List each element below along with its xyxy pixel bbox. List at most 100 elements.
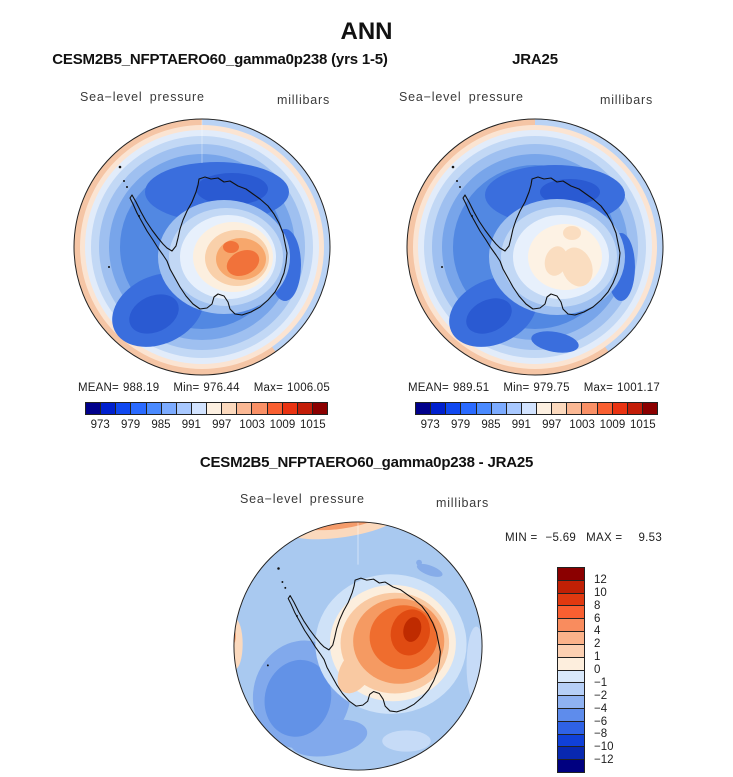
colorbar-segment — [566, 403, 582, 414]
colorbar-segment — [558, 656, 584, 670]
colorbar-tick-label: 979 — [120, 419, 141, 431]
colorbar-segment — [115, 403, 131, 414]
colorbar-segment — [641, 403, 657, 414]
stats-model: MEAN= 988.19 Min= 976.44 Max= 1006.05 — [78, 382, 330, 394]
colorbar-segment — [445, 403, 461, 414]
colorbar-tick-label: 973 — [90, 419, 110, 431]
colorbar-segment — [558, 746, 584, 760]
colorbar-segment — [296, 403, 312, 414]
colorbar-segment — [558, 733, 584, 747]
colorbar-segment — [236, 403, 252, 414]
min-value: 979.75 — [533, 382, 570, 394]
colorbar-slp-obs — [415, 402, 658, 415]
stats-diff: MIN = −5.69 MAX = 9.53 — [505, 532, 662, 544]
colorbar-segment — [430, 403, 446, 414]
colorbar-tick-label: 4 — [594, 625, 601, 638]
colorbar-tick-label: 985 — [151, 419, 171, 431]
mean-label: MEAN= — [78, 382, 119, 394]
min-label: Min= — [173, 382, 200, 394]
colorbar-tick-label: 10 — [594, 586, 607, 599]
colorbar-tick-label: 1015 — [630, 419, 656, 431]
panel-title-obs: JRA25 — [512, 51, 558, 68]
colorbar-segment — [311, 403, 327, 414]
panel-title-diff: CESM2B5_NFPTAERO60_gamma0p238 - JRA25 — [199, 454, 534, 471]
colorbar-segment — [475, 403, 491, 414]
mean-value: 989.51 — [452, 382, 490, 394]
colorbar-tick-label: 997 — [542, 419, 562, 431]
colorbar-segment — [100, 403, 116, 414]
colorbar-tick-label: 1003 — [239, 419, 265, 431]
colorbar-diff-labels: 12 10 8 6 4 2 1 0 −1 −2 −4 −6 −8 −10 −12 — [594, 567, 636, 773]
colorbar-tick-label: 1015 — [300, 419, 326, 431]
colorbar-slp-model — [85, 402, 328, 415]
colorbar-tick-label: 1009 — [599, 419, 626, 431]
colorbar-tick-label: −4 — [594, 702, 608, 715]
colorbar-segment — [206, 403, 222, 414]
panel-title-model: CESM2B5_NFPTAERO60_gamma0p238 (yrs 1-5) — [52, 51, 388, 68]
min-label: Min= — [503, 382, 530, 394]
colorbar-segment — [558, 695, 584, 708]
colorbar-tick-label: 0 — [594, 664, 601, 676]
max-value: 1006.05 — [287, 382, 330, 394]
colorbar-segment — [558, 592, 584, 606]
colorbar-segment — [558, 759, 584, 772]
colorbar-segment — [558, 618, 584, 632]
units-label-obs: millibars — [600, 93, 654, 107]
max-value: 9.53 — [638, 532, 663, 544]
colorbar-segment — [86, 403, 101, 414]
colorbar-tick-label: 991 — [181, 419, 201, 431]
page-title: ANN — [340, 18, 393, 45]
colorbar-segment — [626, 403, 642, 414]
min-value: −5.69 — [545, 532, 577, 544]
colorbar-tick-label: 1 — [594, 651, 601, 664]
colorbar-segment — [251, 403, 267, 414]
colorbar-segment — [505, 403, 521, 414]
colorbar-tick-label: −10 — [594, 741, 614, 754]
colorbar-tick-label: 2 — [594, 638, 601, 651]
colorbar-tick-label: 6 — [594, 612, 601, 625]
stats-obs: MEAN= 989.51 Min= 979.75 Max= 1001.17 — [408, 382, 660, 394]
colorbar-segment — [130, 403, 146, 414]
colorbar-segment — [558, 568, 584, 580]
max-value: 1001.17 — [617, 382, 660, 394]
colorbar-segment — [175, 403, 191, 414]
units-label-diff: millibars — [436, 496, 490, 510]
colorbar-segment — [145, 403, 161, 414]
colorbar-tick-label: 8 — [594, 599, 601, 612]
max-label: MAX = — [586, 532, 623, 544]
colorbar-ticks-model: 973 979 985 991 997 1003 1009 1015 — [85, 419, 328, 433]
mean-label: MEAN= — [408, 382, 449, 394]
colorbar-segment — [558, 720, 584, 734]
colorbar-segment — [266, 403, 282, 414]
colorbar-diff — [557, 567, 585, 773]
colorbar-tick-label: 979 — [450, 419, 471, 431]
colorbar-segment — [281, 403, 297, 414]
min-value: 976.44 — [203, 382, 240, 394]
colorbar-tick-label: 985 — [481, 419, 501, 431]
colorbar-segment — [551, 403, 567, 414]
colorbar-ticks-obs: 973 979 985 991 997 1003 1009 1015 — [415, 419, 658, 433]
colorbar-tick-label: 1003 — [569, 419, 595, 431]
slp-map-obs — [406, 118, 664, 376]
colorbar-tick-label: 1009 — [269, 419, 296, 431]
colorbar-segment — [558, 605, 584, 619]
colorbar-tick-label: −8 — [594, 728, 608, 741]
min-label: MIN = — [505, 532, 538, 544]
colorbar-segment — [558, 643, 584, 657]
colorbar-segment — [558, 669, 584, 683]
colorbar-segment — [160, 403, 176, 414]
colorbar-tick-label: 997 — [212, 419, 232, 431]
colorbar-segment — [558, 631, 584, 644]
colorbar-segment — [460, 403, 476, 414]
colorbar-segment — [611, 403, 627, 414]
colorbar-segment — [536, 403, 552, 414]
field-label-obs: Sea−level pressure — [399, 90, 524, 104]
mean-value: 988.19 — [122, 382, 160, 394]
colorbar-segment — [190, 403, 206, 414]
colorbar-tick-label: −6 — [594, 715, 608, 728]
colorbar-segment — [581, 403, 597, 414]
max-label: Max= — [253, 382, 283, 394]
colorbar-tick-label: −12 — [594, 754, 614, 767]
slp-map-model — [73, 118, 331, 376]
